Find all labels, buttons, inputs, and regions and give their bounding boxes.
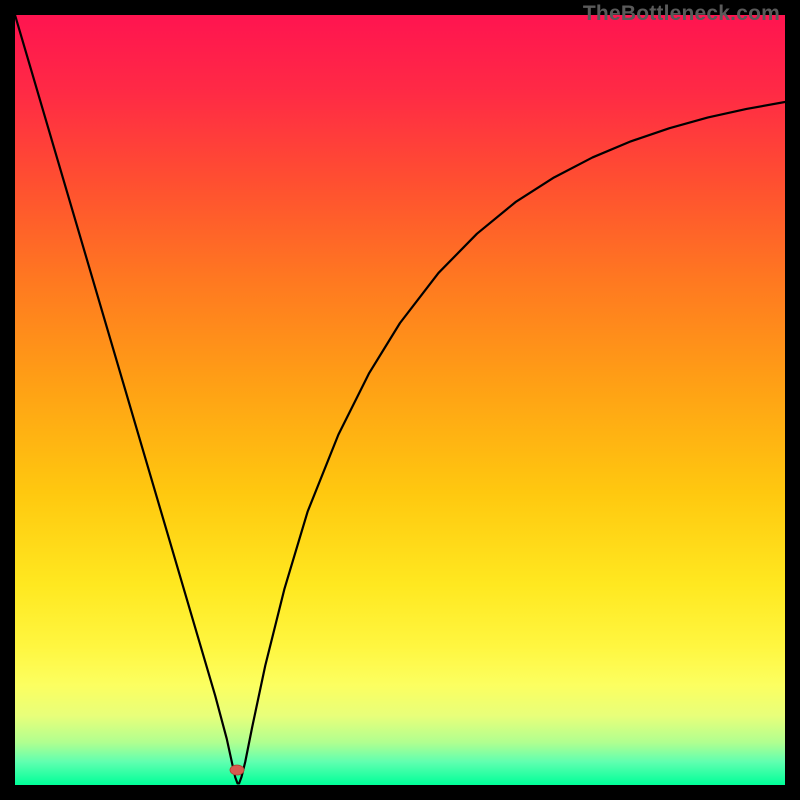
chart-gradient-background [15,15,785,785]
chart-svg [0,0,800,800]
minimum-marker [230,765,244,775]
bottleneck-chart: TheBottleneck.com [0,0,800,800]
watermark-text: TheBottleneck.com [583,2,780,26]
